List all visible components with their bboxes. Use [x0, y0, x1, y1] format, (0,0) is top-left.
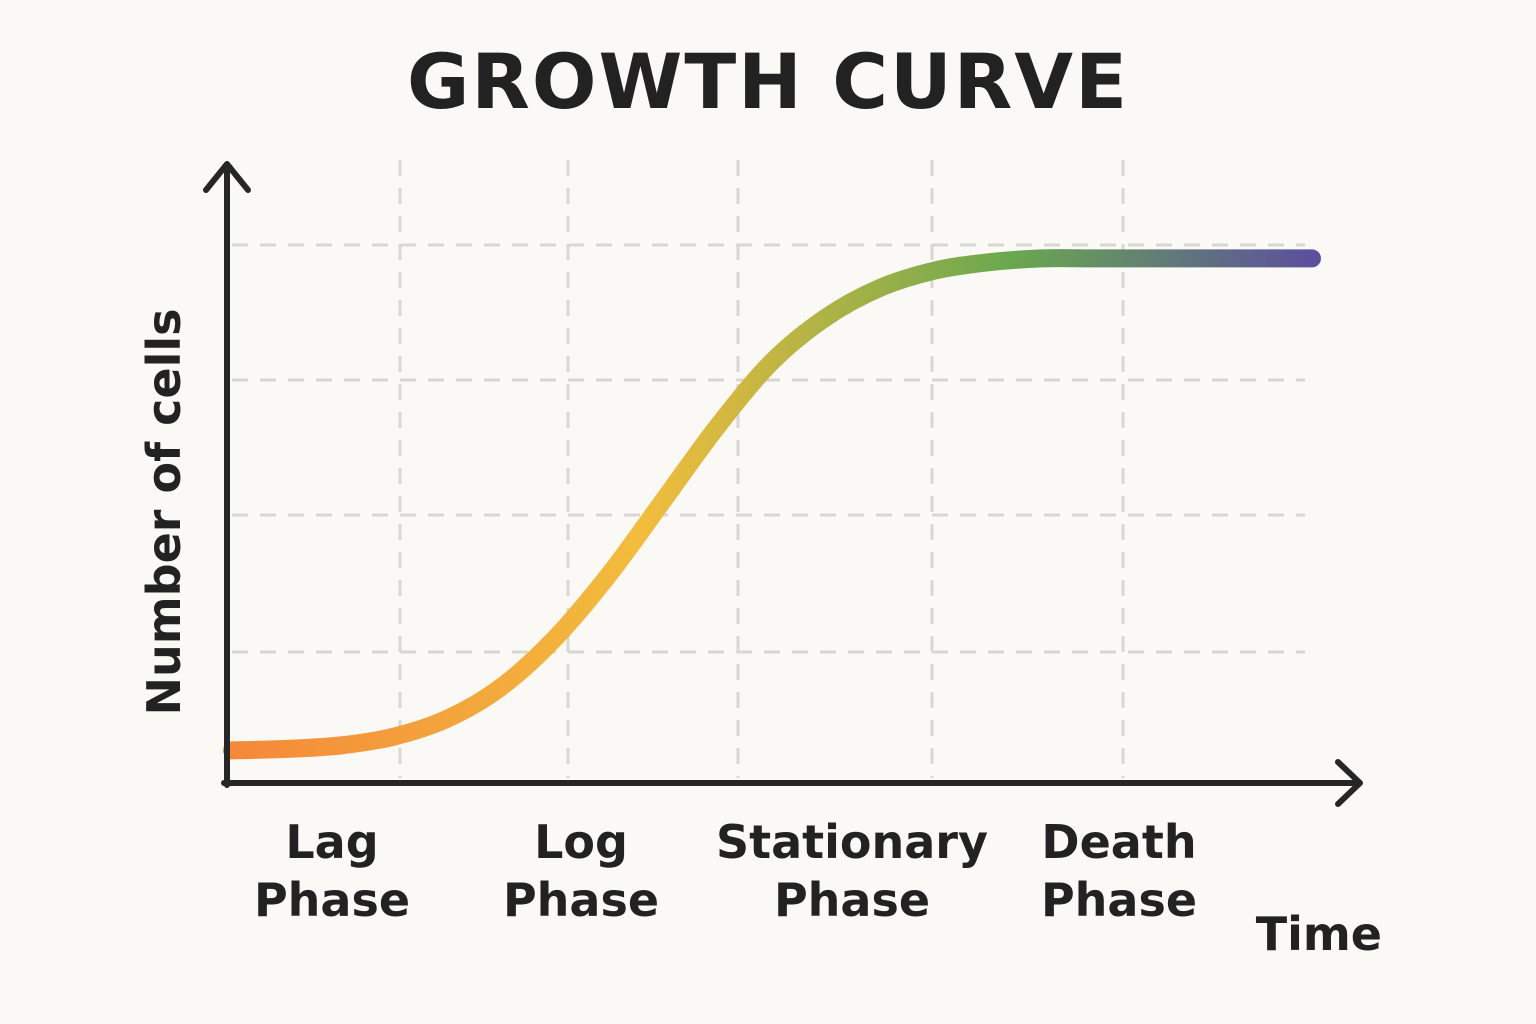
phase-label-lag: Lag Phase	[254, 815, 410, 927]
y-axis-label: Number of cells	[137, 308, 191, 715]
phase-label-stationary: Stationary Phase	[716, 815, 988, 927]
chart-title: GROWTH CURVE	[407, 37, 1129, 126]
phase-label-stationary-line2: Phase	[774, 873, 930, 927]
phase-label-lag-line2: Phase	[254, 873, 410, 927]
growth-curve-line	[223, 249, 1321, 760]
y-axis-arrow-icon	[203, 161, 251, 193]
phase-label-log-line1: Log	[534, 815, 628, 869]
x-axis-label: Time	[1256, 907, 1382, 961]
phase-label-death-line2: Phase	[1041, 873, 1197, 927]
phase-label-lag-line1: Lag	[285, 815, 378, 869]
x-axis-arrow-icon	[1335, 759, 1363, 807]
phase-label-death: Death Phase	[1041, 815, 1197, 927]
phase-label-log: Log Phase	[503, 815, 659, 927]
phase-label-log-line2: Phase	[503, 873, 659, 927]
phase-label-death-line1: Death	[1041, 815, 1196, 869]
phase-label-stationary-line1: Stationary	[716, 815, 988, 869]
grid-lines	[232, 160, 1305, 778]
